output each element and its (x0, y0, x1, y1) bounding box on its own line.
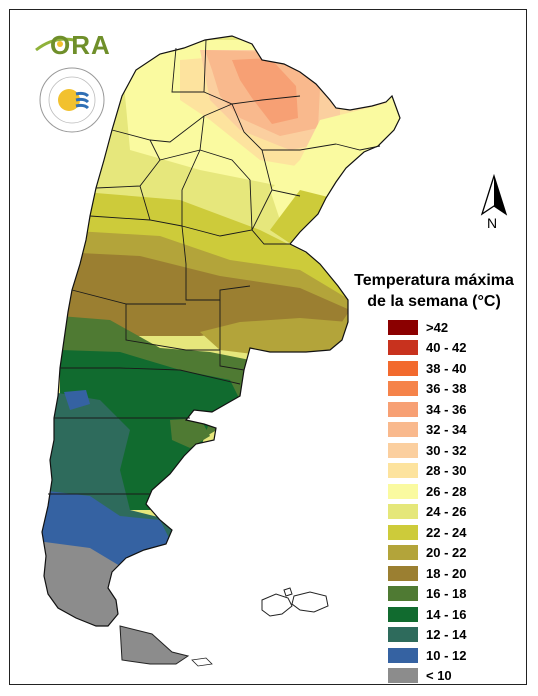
isla-de-los-estados (191, 657, 213, 667)
legend-item: 20 - 22 (388, 543, 466, 564)
legend-label: 40 - 42 (426, 340, 467, 356)
map-frame (9, 9, 527, 685)
legend-label: 36 - 38 (426, 381, 467, 397)
legend-title-line1: Temperatura máxima (354, 272, 514, 289)
legend-label: 28 - 30 (426, 463, 467, 479)
legend-swatch (388, 340, 418, 356)
legend-item: 36 - 38 (388, 379, 466, 400)
legend-swatch (388, 524, 418, 540)
legend-label: >42 (426, 319, 449, 335)
legend-item: 38 - 40 (388, 358, 466, 379)
legend-label: 34 - 36 (426, 401, 467, 417)
legend-item: 32 - 34 (388, 420, 466, 441)
legend-swatch (388, 360, 418, 376)
legend-label: 38 - 40 (426, 360, 467, 376)
legend-item: 22 - 24 (388, 522, 466, 543)
legend-label: 26 - 28 (426, 483, 467, 499)
legend-swatch (388, 606, 418, 622)
legend-title-line2: de la semana (°C) (367, 293, 501, 310)
legend-swatch (388, 586, 418, 602)
north-label: N (487, 215, 498, 231)
legend-swatch (388, 319, 418, 335)
legend-swatch (388, 381, 418, 397)
legend-swatch (388, 504, 418, 520)
legend-label: 30 - 32 (426, 442, 467, 458)
legend-label: 18 - 20 (426, 565, 467, 581)
ora-logo-text: ORA (50, 30, 111, 60)
legend-title: Temperatura máxima de la semana (°C) (336, 270, 532, 312)
legend-swatch (388, 401, 418, 417)
legend-item: 24 - 26 (388, 502, 466, 523)
legend-swatch (388, 442, 418, 458)
legend-label: 22 - 24 (426, 524, 467, 540)
legend: >42 40 - 42 38 - 40 36 - 38 34 - 36 32 - 34 30… (388, 317, 466, 686)
legend-item: 34 - 36 (388, 399, 466, 420)
legend-item: 18 - 20 (388, 563, 466, 584)
legend-swatch (388, 545, 418, 561)
legend-item: 28 - 30 (388, 461, 466, 482)
legend-label: 16 - 18 (426, 586, 467, 602)
smn-logo (39, 67, 105, 133)
legend-item: 26 - 28 (388, 481, 466, 502)
legend-item: 40 - 42 (388, 338, 466, 359)
legend-swatch (388, 565, 418, 581)
legend-item: 12 - 14 (388, 625, 466, 646)
legend-label: 10 - 12 (426, 647, 467, 663)
province-borders (48, 39, 381, 495)
legend-label: < 10 (426, 668, 452, 684)
legend-item: < 10 (388, 666, 466, 687)
ora-logo (35, 37, 75, 52)
legend-item: 14 - 16 (388, 604, 466, 625)
legend-swatch (388, 483, 418, 499)
tierra-del-fuego (119, 625, 190, 665)
north-arrow-icon (480, 174, 508, 216)
legend-swatch (388, 627, 418, 643)
legend-label: 14 - 16 (426, 606, 467, 622)
legend-label: 32 - 34 (426, 422, 467, 438)
legend-swatch (388, 668, 418, 684)
malvinas-islands (261, 587, 329, 617)
legend-swatch (388, 422, 418, 438)
legend-item: >42 (388, 317, 466, 338)
legend-label: 12 - 14 (426, 627, 467, 643)
legend-swatch (388, 463, 418, 479)
legend-swatch (388, 647, 418, 663)
legend-item: 30 - 32 (388, 440, 466, 461)
legend-item: 16 - 18 (388, 584, 466, 605)
legend-item: 10 - 12 (388, 645, 466, 666)
legend-label: 20 - 22 (426, 545, 467, 561)
legend-label: 24 - 26 (426, 504, 467, 520)
